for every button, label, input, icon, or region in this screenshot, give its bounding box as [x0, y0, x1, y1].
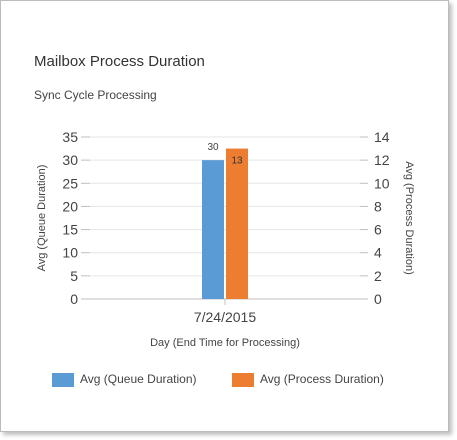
legend-swatch-queue — [52, 373, 74, 387]
y-tick-label: 25 — [62, 175, 78, 191]
data-label-queue: 30 — [207, 142, 219, 153]
y-tick-label: 15 — [62, 222, 78, 238]
x-tick-label: 7/24/2015 — [194, 309, 256, 325]
y-axis-title: Avg (Queue Duration) — [36, 165, 48, 272]
y-tick-label: 5 — [70, 268, 78, 284]
chart-card: Mailbox Process Duration Sync Cycle Proc… — [0, 0, 449, 432]
y2-tick-label: 6 — [374, 222, 382, 238]
bar-queue-duration — [202, 160, 224, 299]
chart-subtitle: Sync Cycle Processing — [34, 88, 157, 102]
data-label-process: 13 — [231, 156, 243, 167]
y2-tick-label: 14 — [374, 129, 390, 145]
y2-tick-label: 10 — [374, 175, 390, 191]
y2-axis-title: Avg (Process Duration) — [403, 161, 415, 275]
x-axis-title: Day (End Time for Processing) — [150, 337, 300, 349]
y2-tick-label: 0 — [374, 291, 382, 307]
legend-swatch-process — [232, 373, 254, 387]
bar-process-duration — [226, 148, 248, 299]
y-tick-label: 35 — [62, 129, 78, 145]
legend-label-process: Avg (Process Duration) — [260, 372, 384, 386]
y-tick-label: 0 — [70, 291, 78, 307]
y2-tick-label: 12 — [374, 152, 390, 168]
y-tick-label: 20 — [62, 198, 78, 214]
legend-label-queue: Avg (Queue Duration) — [80, 372, 197, 386]
y2-tick-label: 2 — [374, 268, 382, 284]
y2-tick-label: 8 — [374, 198, 382, 214]
chart-title: Mailbox Process Duration — [34, 53, 205, 70]
y-tick-label: 10 — [62, 245, 78, 261]
y-tick-label: 30 — [62, 152, 78, 168]
y2-tick-label: 4 — [374, 245, 382, 261]
